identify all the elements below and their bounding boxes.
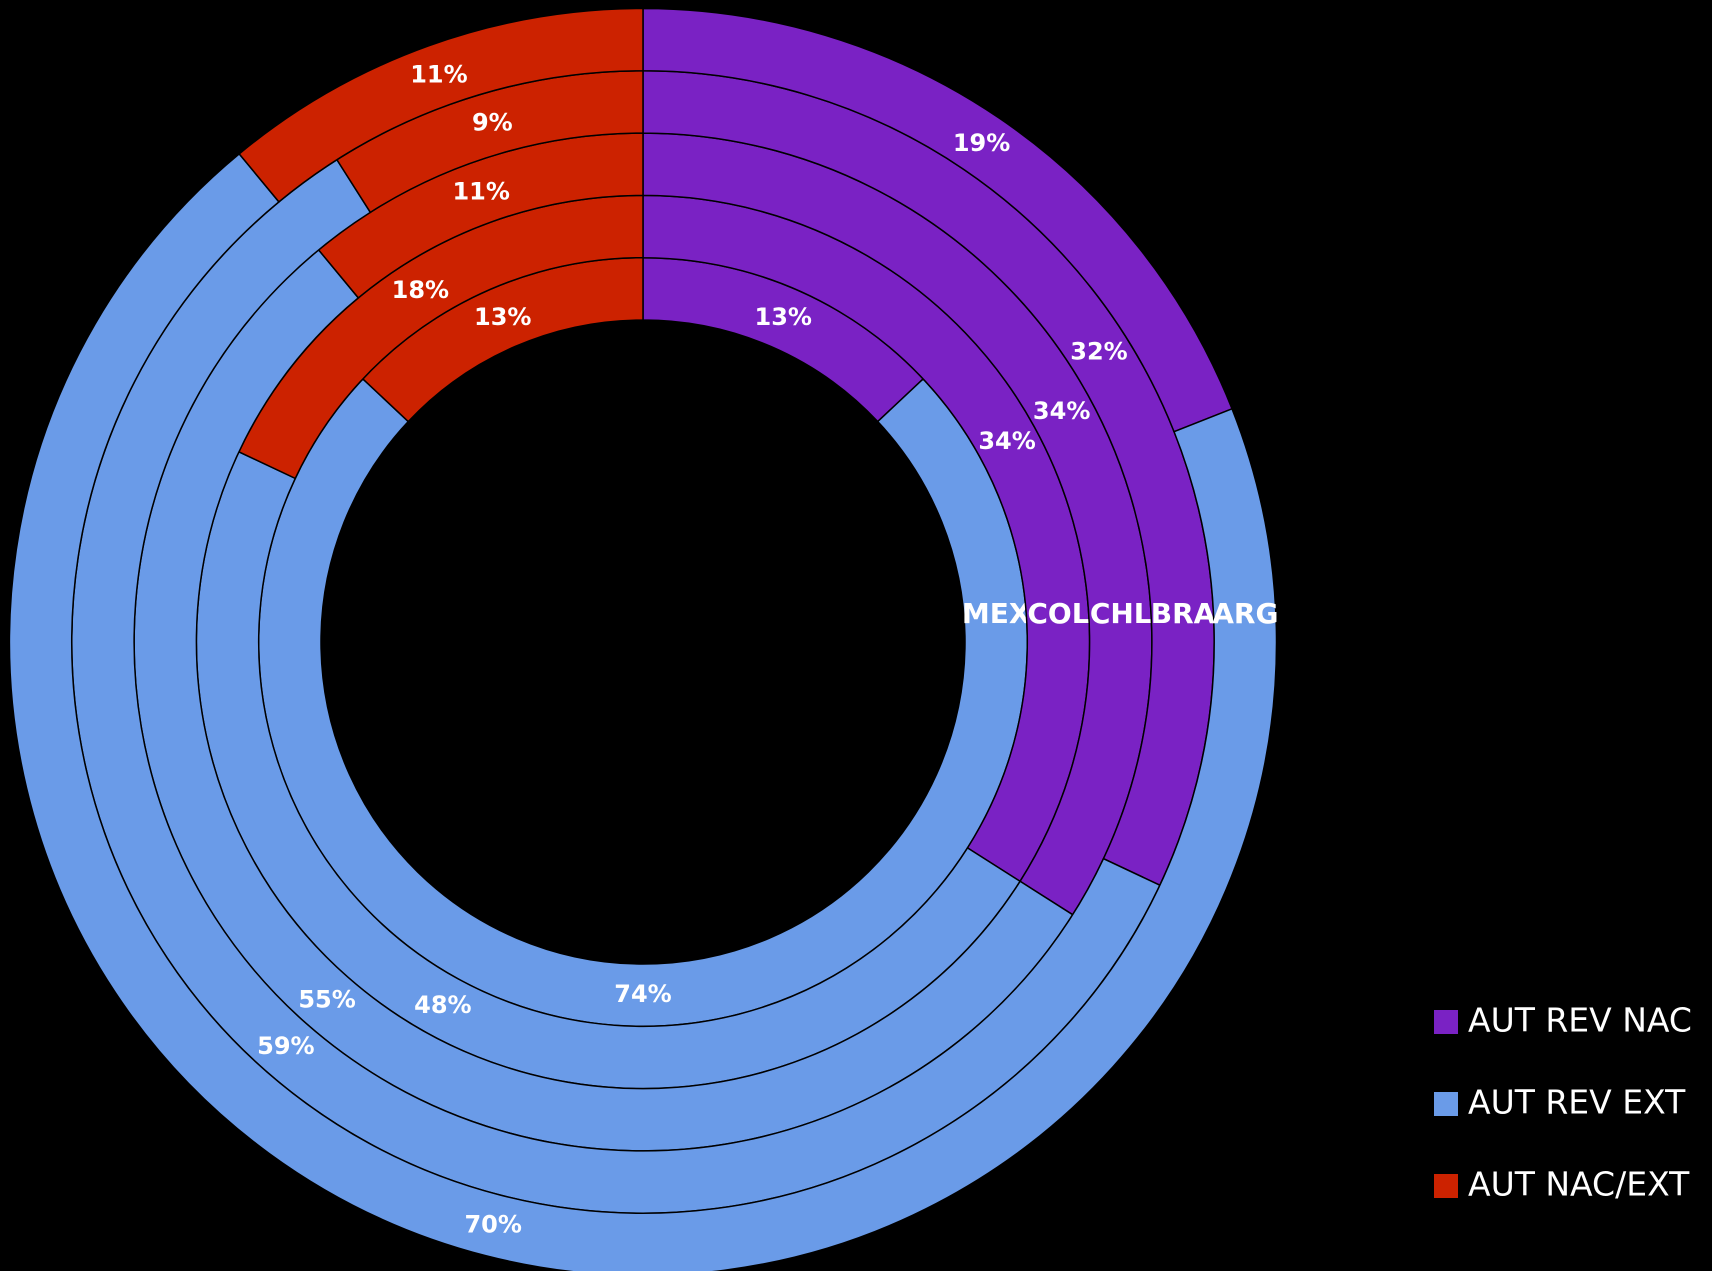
data-label: 13% xyxy=(755,303,812,331)
legend-swatch xyxy=(1434,1010,1458,1034)
ring-label: CHL xyxy=(1090,597,1152,630)
legend-swatch xyxy=(1434,1092,1458,1116)
data-label: 13% xyxy=(474,303,531,331)
ring-label: COL xyxy=(1027,597,1089,630)
legend-swatch xyxy=(1434,1174,1458,1198)
ring-label: ARG xyxy=(1212,597,1278,630)
data-label: 70% xyxy=(464,1210,521,1238)
data-label: 34% xyxy=(978,427,1035,455)
data-label: 11% xyxy=(410,60,467,88)
data-label: 19% xyxy=(953,129,1010,157)
ring-label: BRA xyxy=(1151,597,1216,630)
data-label: 55% xyxy=(298,985,355,1013)
legend-label: AUT REV NAC xyxy=(1468,1001,1692,1040)
data-label: 34% xyxy=(1033,397,1090,425)
data-label: 11% xyxy=(452,177,509,205)
data-label: 9% xyxy=(472,108,513,136)
data-label: 48% xyxy=(414,991,471,1019)
ring-label: MEX xyxy=(962,597,1031,630)
ring-segment xyxy=(8,152,1278,1271)
legend-label: AUT REV EXT xyxy=(1468,1083,1686,1122)
data-label: 74% xyxy=(614,980,671,1008)
ring-segment xyxy=(238,7,644,203)
data-label: 18% xyxy=(392,276,449,304)
data-label: 32% xyxy=(1070,338,1127,366)
data-label: 59% xyxy=(257,1032,314,1060)
legend-label: AUT NAC/EXT xyxy=(1468,1165,1690,1204)
